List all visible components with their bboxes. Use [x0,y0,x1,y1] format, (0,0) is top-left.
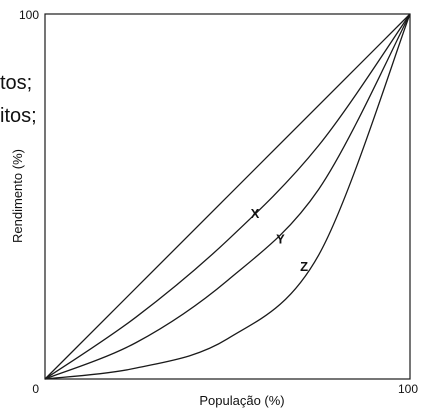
curve-label-z: Z [300,259,308,274]
x-tick-0: 0 [32,382,39,396]
curve-z [44,13,411,380]
background-text-line-1: tos; [0,72,32,94]
plot-frame [44,13,411,380]
curve-label-y: Y [276,232,285,247]
y-axis-label: Rendimento (%) [10,149,25,243]
curve-label-x: X [251,206,260,221]
background-text-line-2: itos; [0,105,37,127]
x-tick-100: 100 [398,382,418,396]
y-tick-100: 100 [19,8,39,22]
equality-line [44,13,411,380]
x-axis-label: População (%) [199,393,284,408]
curve-x [44,13,411,380]
curves [44,13,411,380]
curve-y [44,13,411,380]
